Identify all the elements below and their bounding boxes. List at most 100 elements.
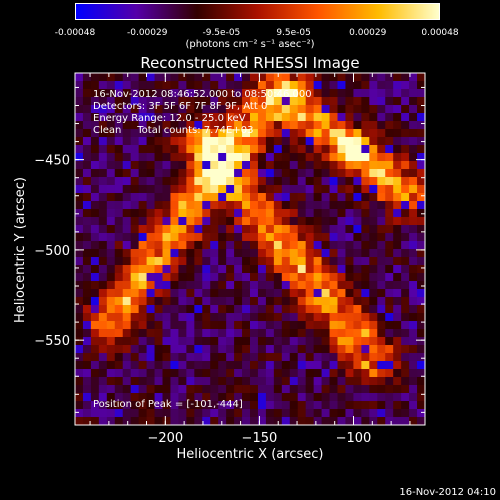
- heatmap-cell: [162, 105, 171, 114]
- heatmap-cell: [297, 233, 307, 242]
- heatmap-cell: [377, 353, 386, 362]
- heatmap-cell: [202, 121, 211, 130]
- heatmap-cell: [361, 401, 370, 410]
- heatmap-cell: [210, 129, 219, 138]
- heatmap-cell: [297, 409, 307, 418]
- heatmap-cell: [281, 305, 291, 314]
- heatmap-cell: [154, 409, 163, 418]
- heatmap-cell: [321, 313, 330, 322]
- heatmap-cell: [281, 185, 291, 194]
- heatmap-cell: [297, 89, 307, 98]
- heatmap-cell: [90, 345, 100, 354]
- heatmap-cell: [138, 97, 147, 106]
- heatmap-cell: [75, 377, 84, 386]
- heatmap-cell: [257, 249, 267, 258]
- heatmap-cell: [90, 313, 100, 322]
- heatmap-cell: [305, 89, 315, 98]
- heatmap-cell: [409, 121, 418, 130]
- heatmap-cell: [281, 81, 291, 90]
- heatmap-cell: [385, 105, 394, 114]
- heatmap-cell: [242, 105, 251, 114]
- heatmap-cell: [98, 417, 108, 426]
- heatmap-cell: [90, 225, 100, 234]
- heatmap-cell: [409, 337, 418, 346]
- heatmap-cell: [242, 321, 251, 330]
- heatmap-cell: [226, 233, 235, 242]
- heatmap-cell: [178, 121, 187, 130]
- heatmap-cell: [218, 209, 227, 218]
- heatmap-cell: [289, 177, 299, 186]
- heatmap-cell: [226, 201, 235, 210]
- heatmap-cell: [194, 385, 203, 394]
- heatmap-cell: [75, 129, 84, 138]
- heatmap-cell: [305, 393, 315, 402]
- heatmap-cell: [194, 217, 203, 226]
- heatmap-cell: [417, 81, 426, 90]
- heatmap-cell: [417, 353, 426, 362]
- heatmap-cell: [289, 161, 299, 170]
- heatmap-cell: [218, 393, 227, 402]
- heatmap-cell: [337, 409, 346, 418]
- heatmap-cell: [353, 393, 362, 402]
- heatmap-cell: [242, 297, 251, 306]
- heatmap-cell: [250, 73, 259, 82]
- heatmap-cell: [194, 321, 203, 330]
- heatmap-cell: [250, 273, 259, 282]
- heatmap-cell: [305, 401, 315, 410]
- heatmap-cell: [186, 321, 195, 330]
- heatmap-cell: [265, 401, 275, 410]
- heatmap-cell: [226, 137, 235, 146]
- heatmap-cell: [146, 297, 155, 306]
- heatmap-cell: [329, 273, 338, 282]
- heatmap-cell: [409, 321, 418, 330]
- heatmap-cell: [337, 353, 346, 362]
- heatmap-cell: [417, 257, 426, 266]
- heatmap-cell: [106, 321, 116, 330]
- heatmap-cell: [82, 177, 92, 186]
- heatmap-cell: [146, 105, 155, 114]
- heatmap-cell: [170, 89, 179, 98]
- heatmap-cell: [289, 297, 299, 306]
- heatmap-cell: [297, 273, 307, 282]
- heatmap-cell: [75, 417, 84, 426]
- heatmap-cell: [75, 217, 84, 226]
- heatmap-cell: [409, 265, 418, 274]
- heatmap-cell: [257, 81, 267, 90]
- heatmap-cell: [377, 241, 386, 250]
- heatmap-cell: [361, 201, 370, 210]
- y-tick-label: −550: [34, 334, 70, 349]
- heatmap-cell: [409, 185, 418, 194]
- heatmap-cell: [98, 249, 108, 258]
- heatmap-cell: [130, 73, 140, 82]
- heatmap-cell: [401, 225, 410, 234]
- heatmap-cell: [202, 353, 211, 362]
- heatmap-cell: [377, 361, 386, 370]
- heatmap-cell: [409, 193, 418, 202]
- heatmap-cell: [289, 73, 299, 82]
- heatmap-cell: [90, 369, 100, 378]
- heatmap-cell: [289, 409, 299, 418]
- heatmap-cell: [242, 257, 251, 266]
- heatmap-cell: [257, 225, 267, 234]
- heatmap-cell: [409, 105, 418, 114]
- heatmap-cell: [289, 121, 299, 130]
- heatmap-cell: [162, 193, 171, 202]
- heatmap-cell: [90, 417, 100, 426]
- heatmap-cell: [401, 129, 410, 138]
- heatmap-cell: [98, 321, 108, 330]
- heatmap-cell: [154, 249, 163, 258]
- heatmap-cell: [138, 225, 147, 234]
- heatmap-cell: [289, 249, 299, 258]
- heatmap-cell: [289, 257, 299, 266]
- heatmap-cell: [250, 377, 259, 386]
- heatmap-cell: [305, 409, 315, 418]
- heatmap-cell: [321, 337, 330, 346]
- heatmap-cell: [353, 217, 362, 226]
- heatmap-cell: [281, 209, 291, 218]
- heatmap-cell: [162, 265, 171, 274]
- heatmap-cell: [401, 265, 410, 274]
- heatmap-cell: [130, 145, 140, 154]
- heatmap-cell: [162, 337, 171, 346]
- heatmap-cell: [401, 161, 410, 170]
- heatmap-cell: [337, 313, 346, 322]
